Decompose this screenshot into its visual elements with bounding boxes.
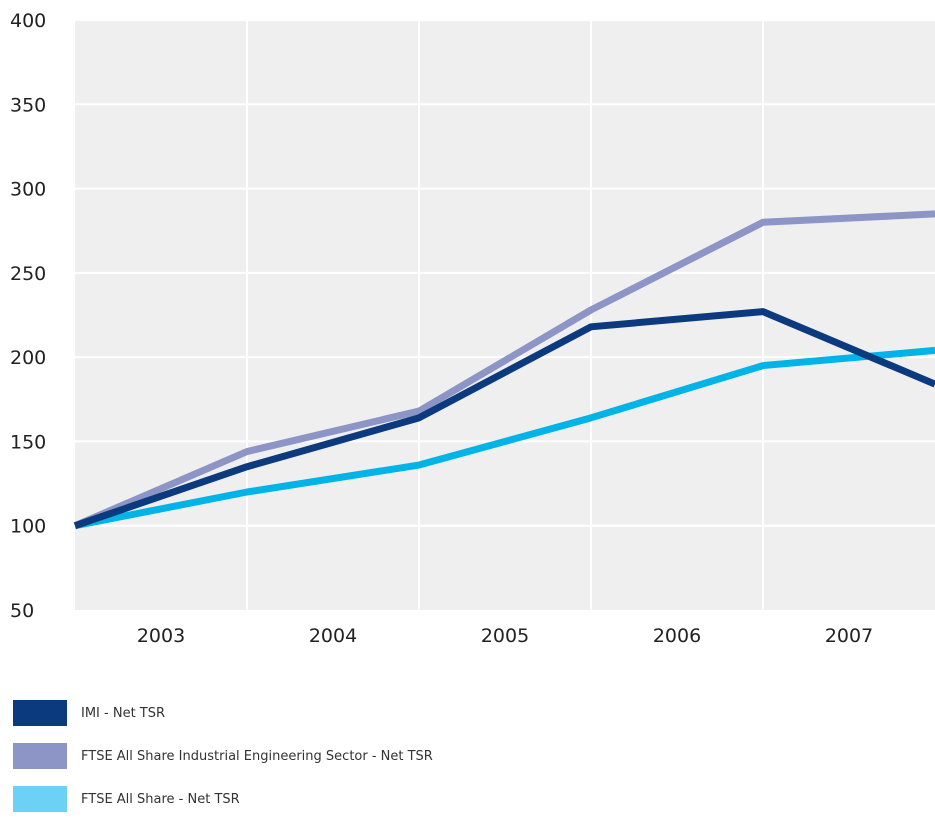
gridlines <box>75 19 935 610</box>
legend-label-ftse-all-share: FTSE All Share - Net TSR <box>81 791 240 807</box>
y-tick-label-300: 300 <box>10 179 46 201</box>
plot-background <box>75 20 935 610</box>
legend-swatch-ftse-all-share <box>13 786 67 812</box>
legend-label-industrial-engineering: FTSE All Share Industrial Engineering Se… <box>81 748 433 764</box>
y-tick-label-150: 150 <box>10 431 46 453</box>
tsr-line-chart: 50 100 150 200 250 300 350 400 2003 2004 2005 2006… <box>10 10 935 647</box>
y-axis-tick-labels: 50 100 150 200 250 300 350 400 <box>10 10 46 622</box>
x-tick-label-2003: 2003 <box>137 625 185 647</box>
x-tick-label-2004: 2004 <box>309 625 357 647</box>
series-lines <box>73 210 935 530</box>
legend-item-ftse-all-share: FTSE All Share - Net TSR <box>13 786 433 812</box>
y-tick-label-250: 250 <box>10 263 46 285</box>
series-line-ftse-all-share-net-tsr <box>74 346 935 530</box>
y-tick-label-350: 350 <box>10 94 46 116</box>
x-tick-label-2007: 2007 <box>825 625 873 647</box>
x-axis-tick-labels: 2003 2004 2005 2006 2007 <box>137 625 873 647</box>
legend-swatch-industrial-engineering <box>13 743 67 769</box>
x-tick-label-2006: 2006 <box>653 625 701 647</box>
series-line-imi-net-tsr <box>73 308 935 530</box>
legend-item-imi: IMI - Net TSR <box>13 700 433 726</box>
legend-label-imi: IMI - Net TSR <box>81 705 166 721</box>
y-tick-label-200: 200 <box>10 347 46 369</box>
series-line-ftse-all-share-industrial-engineering-sector-net-tsr <box>73 210 935 529</box>
x-tick-label-2005: 2005 <box>481 625 529 647</box>
y-tick-label-400: 400 <box>10 10 46 32</box>
legend-swatch-imi <box>13 700 67 726</box>
y-tick-label-50: 50 <box>10 600 34 622</box>
legend-item-industrial-engineering: FTSE All Share Industrial Engineering Se… <box>13 743 433 769</box>
legend: IMI - Net TSR FTSE All Share Industrial … <box>13 700 433 829</box>
y-tick-label-100: 100 <box>10 516 46 538</box>
